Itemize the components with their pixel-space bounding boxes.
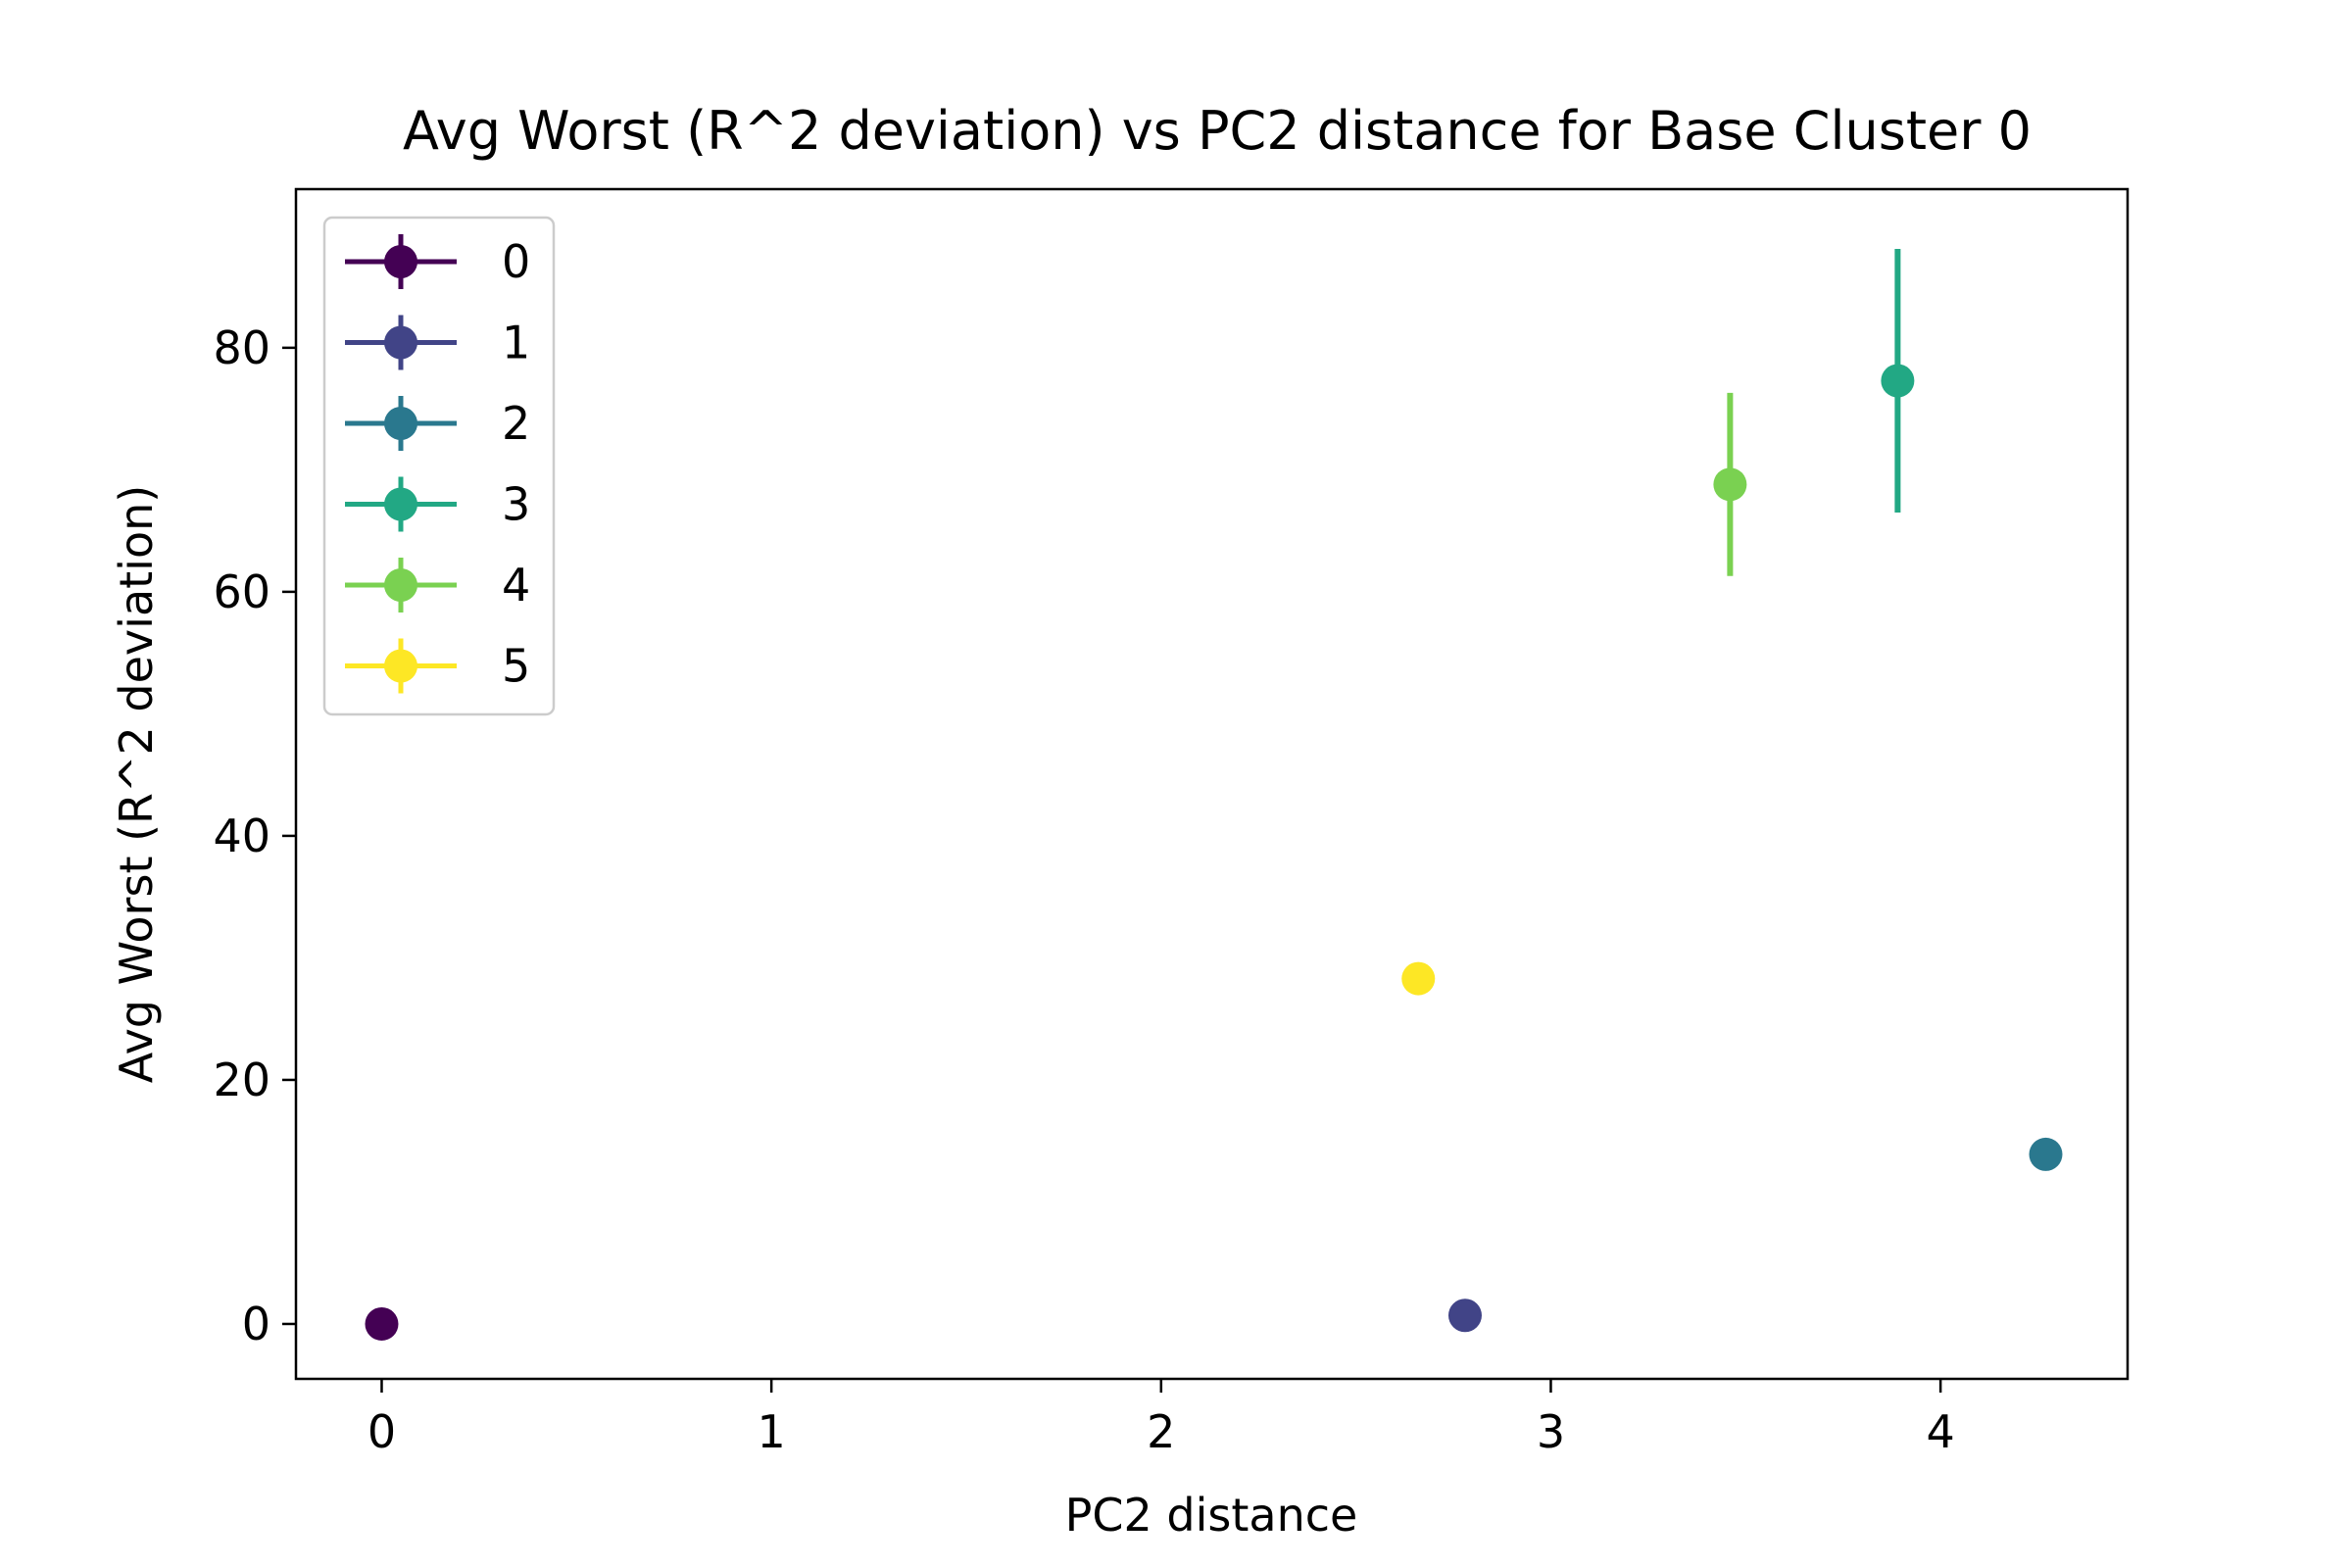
legend-marker-2 [384, 407, 417, 440]
data-point-0 [365, 1306, 399, 1341]
y-tick-label: 20 [213, 1054, 270, 1106]
x-tick-label: 3 [1537, 1405, 1565, 1458]
y-axis-label: Avg Worst (R^2 deviation) [110, 485, 163, 1083]
data-point-5 [1401, 961, 1436, 996]
legend-label-4: 4 [502, 559, 530, 612]
data-point-2 [2029, 1137, 2063, 1171]
legend-label-0: 0 [502, 235, 530, 288]
plot-frame [294, 187, 2130, 1381]
legend-label-3: 3 [502, 478, 530, 531]
data-point-3 [1881, 364, 1915, 398]
plot-area [294, 187, 2130, 1381]
y-axis-ticks: 0 20 40 60 80 [213, 321, 296, 1350]
legend-marker-4 [384, 568, 417, 602]
legend-label-2: 2 [502, 397, 530, 450]
data-point-4 [1713, 467, 1747, 502]
legend-marker-3 [384, 487, 417, 521]
x-axis-label: PC2 distance [1065, 1489, 1358, 1542]
x-tick-label: 2 [1147, 1405, 1175, 1458]
x-tick-label: 0 [368, 1405, 396, 1458]
legend-marker-1 [384, 325, 417, 360]
legend: 0 1 2 3 4 5 [322, 216, 556, 716]
y-tick-label: 60 [213, 565, 270, 618]
legend-label-5: 5 [502, 640, 530, 693]
legend-marker-5 [384, 649, 417, 683]
x-tick-label: 1 [758, 1405, 786, 1458]
y-tick-label: 0 [242, 1298, 270, 1350]
data-point-1 [1447, 1298, 1482, 1333]
x-axis-ticks: 0 1 2 3 4 [368, 1379, 1955, 1458]
y-tick-label: 80 [213, 321, 270, 374]
y-tick-label: 40 [213, 809, 270, 862]
x-tick-label: 4 [1926, 1405, 1954, 1458]
data-points [365, 249, 2063, 1341]
legend-marker-0 [384, 245, 417, 278]
legend-label-1: 1 [502, 317, 530, 369]
chart-title: Avg Worst (R^2 deviation) vs PC2 distanc… [403, 100, 2032, 162]
